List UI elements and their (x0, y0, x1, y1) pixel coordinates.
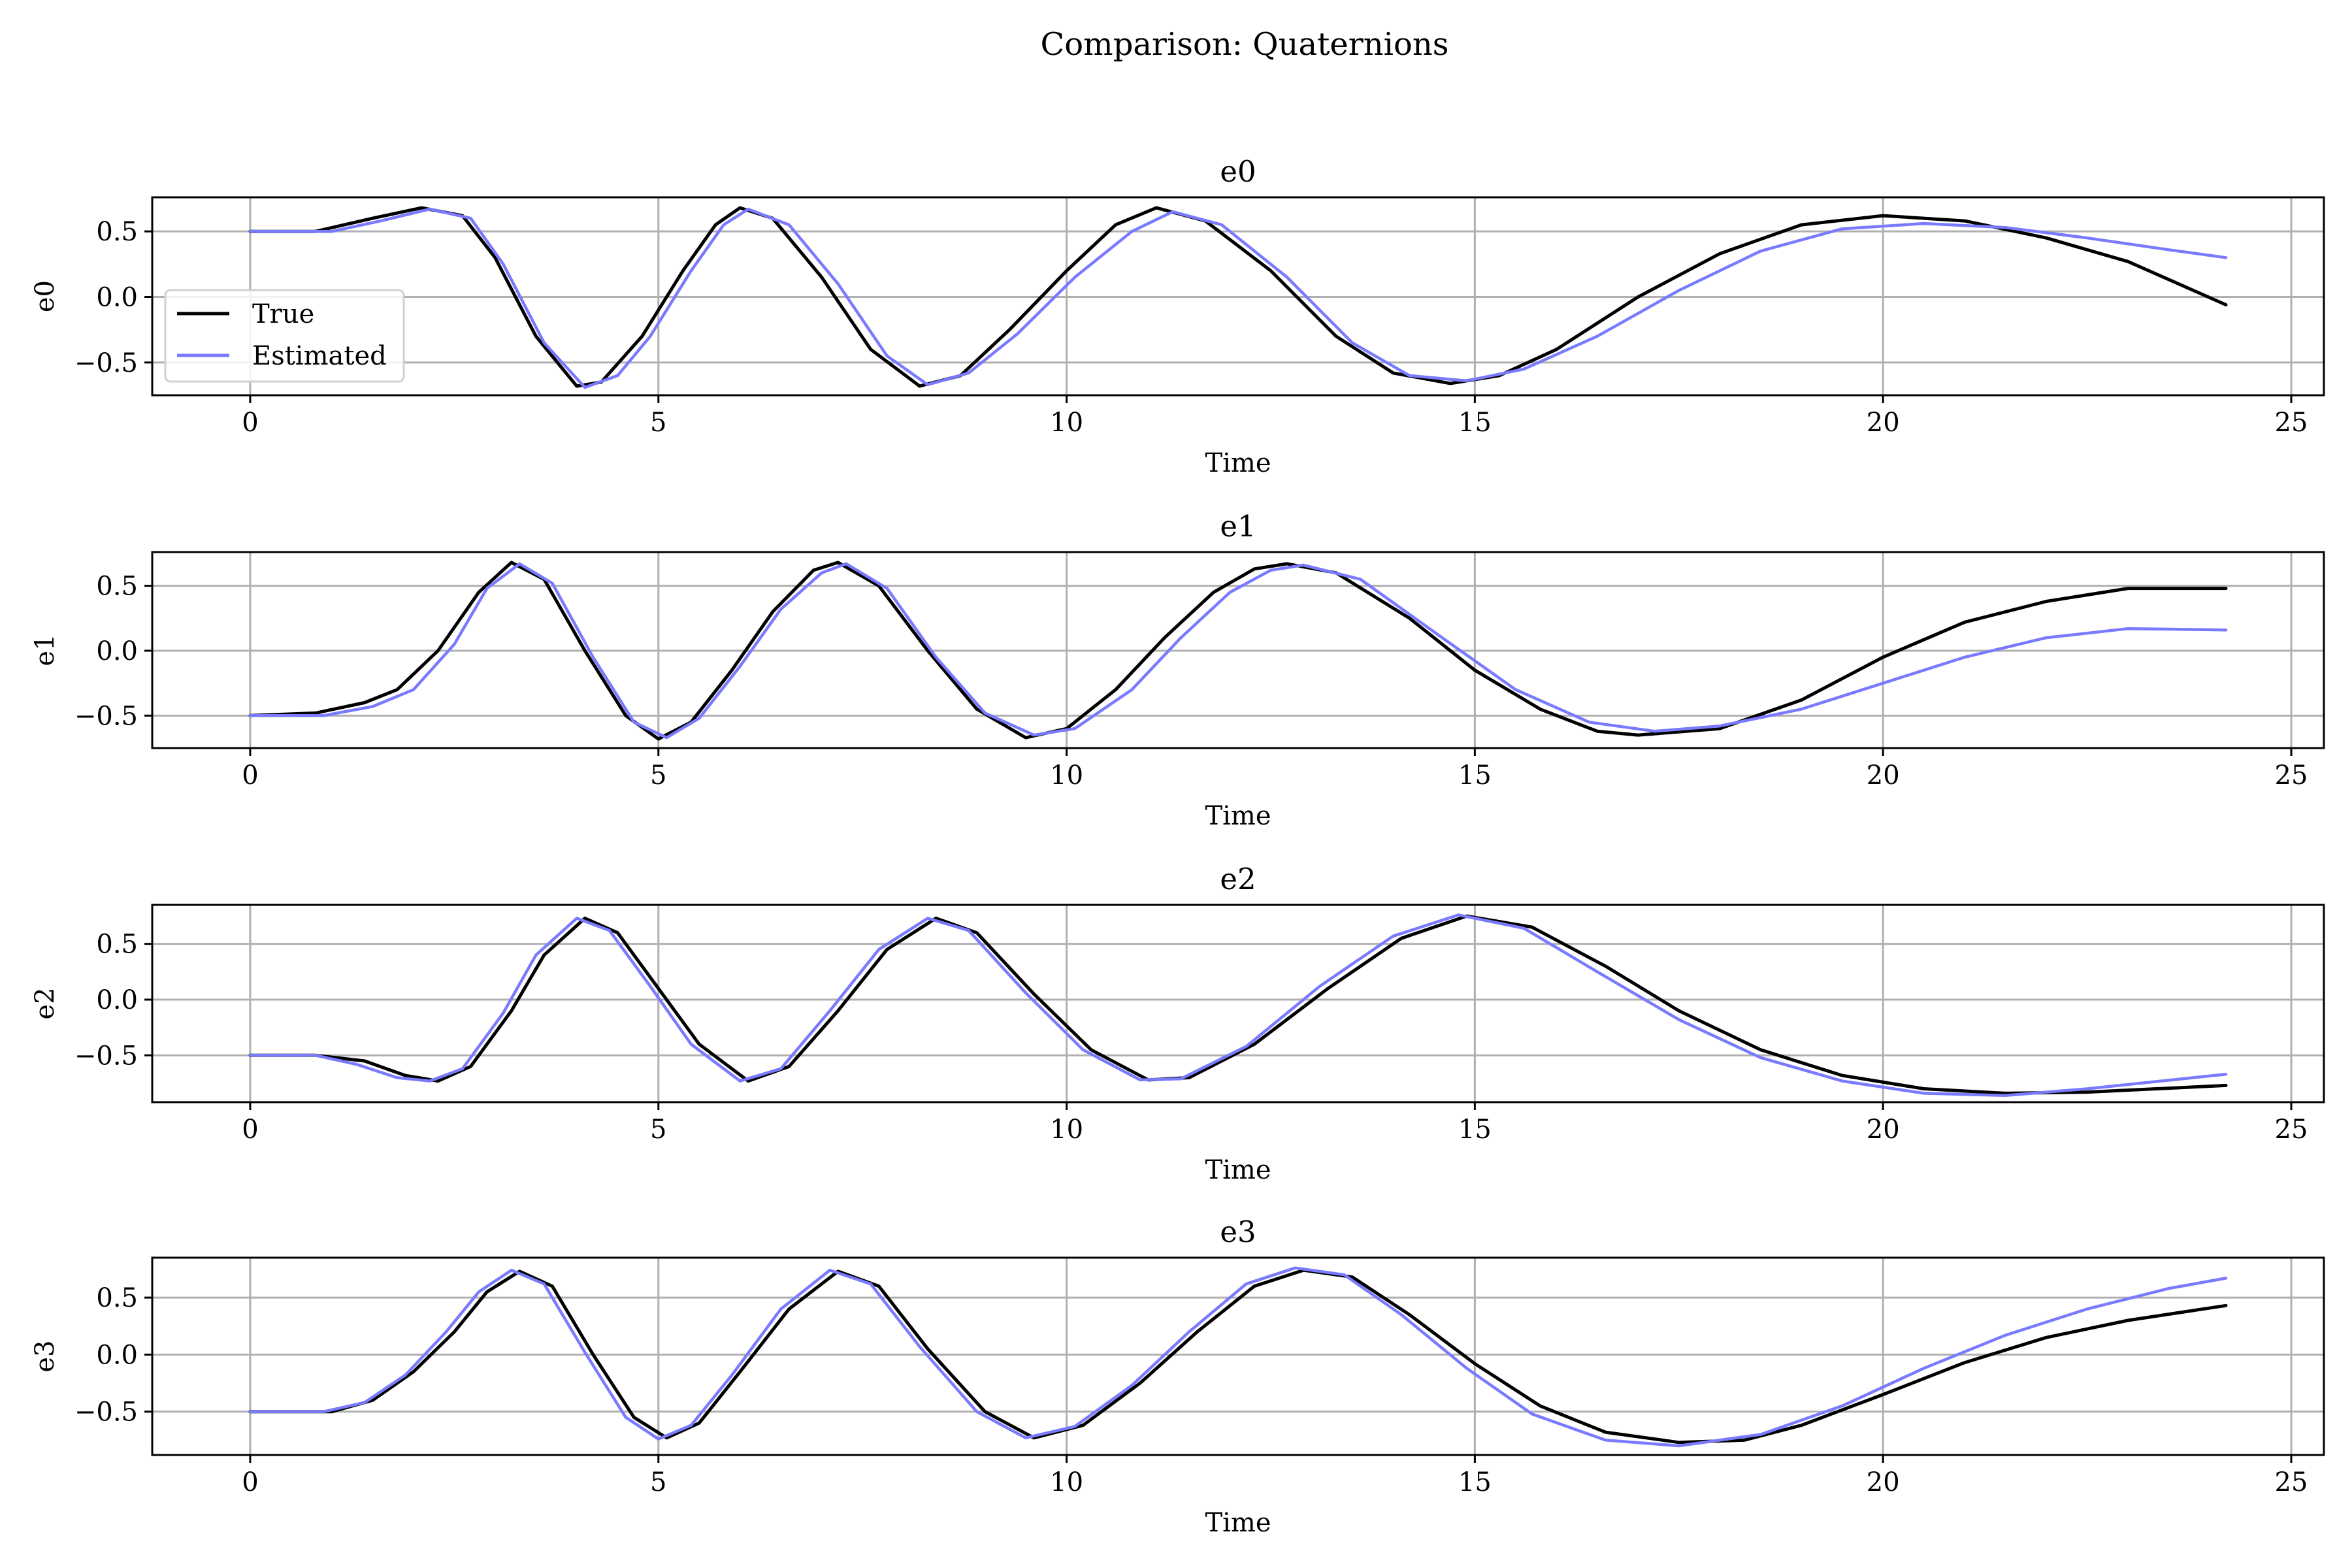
x-tick-label: 25 (2275, 760, 2308, 791)
x-tick-label: 0 (242, 1467, 258, 1497)
y-tick-label: 0.0 (96, 283, 138, 313)
x-tick-label: 15 (1458, 1115, 1492, 1145)
figure-suptitle: Comparison: Quaternions (1041, 26, 1449, 63)
y-tick-label: −0.5 (74, 701, 138, 731)
x-tick-label: 0 (242, 1115, 258, 1145)
x-tick-label: 10 (1050, 1115, 1083, 1145)
y-axis-label: e0 (30, 280, 60, 312)
x-tick-label: 15 (1458, 760, 1492, 791)
subplot-e3: 0 5 10 15 20 25 −0.5 0.0 0.5 e3 Time e3 (30, 1215, 2325, 1538)
y-tick-label: 0.5 (96, 1283, 138, 1313)
series-line-true (248, 561, 2228, 741)
axes-frame (151, 904, 2325, 1103)
series-line-true (248, 1268, 2228, 1445)
y-axis-label: e2 (30, 987, 60, 1019)
y-tick-label: 0.5 (96, 572, 138, 602)
y-tick-label: 0.0 (96, 1340, 138, 1370)
x-axis-label: Time (1205, 801, 1271, 831)
x-tick-label: 25 (2275, 408, 2308, 438)
x-tick-label: 25 (2275, 1467, 2308, 1497)
x-tick-label: 10 (1050, 1467, 1083, 1497)
x-tick-label: 15 (1458, 1467, 1492, 1497)
x-tick-label: 5 (650, 1115, 666, 1145)
series-line-estimated (248, 913, 2228, 1098)
x-tick-label: 5 (650, 1467, 666, 1497)
subplot-title: e3 (1220, 1215, 1256, 1249)
subplot-title: e2 (1220, 862, 1256, 896)
legend-label-estimated: Estimated (252, 341, 387, 371)
x-tick-label: 10 (1050, 760, 1083, 791)
subplot-title: e1 (1220, 509, 1256, 544)
x-tick-label: 0 (242, 408, 258, 438)
legend-label-true: True (252, 299, 314, 329)
series-line-estimated (248, 207, 2228, 389)
subplot-title: e0 (1220, 154, 1256, 189)
x-tick-label: 0 (242, 760, 258, 791)
y-tick-label: −0.5 (74, 1041, 138, 1071)
subplot-panels: 0 5 10 15 20 25 −0.5 0.0 0.5 e0 Time e0 True Estimate… (30, 154, 2325, 1538)
y-tick-label: −0.5 (74, 1397, 138, 1428)
x-axis-label: Time (1205, 1508, 1271, 1538)
series-line-estimated (248, 562, 2228, 740)
legend: True Estimated (164, 289, 405, 383)
x-tick-label: 25 (2275, 1115, 2308, 1145)
y-tick-label: 0.0 (96, 985, 138, 1015)
y-tick-label: 0.0 (96, 636, 138, 666)
x-tick-label: 20 (1867, 1115, 1900, 1145)
x-tick-label: 15 (1458, 408, 1492, 438)
subplot-e0: 0 5 10 15 20 25 −0.5 0.0 0.5 e0 Time e0 True Estimate… (30, 154, 2325, 478)
series-line-true (248, 914, 2228, 1095)
x-tick-label: 10 (1050, 408, 1083, 438)
subplot-e1: 0 5 10 15 20 25 −0.5 0.0 0.5 e1 Time e1 (30, 509, 2325, 831)
series-line-true (248, 206, 2228, 388)
x-axis-label: Time (1205, 1155, 1271, 1185)
x-tick-label: 5 (650, 760, 666, 791)
y-tick-label: −0.5 (74, 348, 138, 378)
x-tick-label: 20 (1867, 1467, 1900, 1497)
series-line-estimated (248, 1266, 2228, 1448)
x-tick-label: 20 (1867, 760, 1900, 791)
y-axis-label: e1 (30, 634, 60, 666)
x-tick-label: 5 (650, 408, 666, 438)
y-tick-label: 0.5 (96, 930, 138, 960)
subplot-e2: 0 5 10 15 20 25 −0.5 0.0 0.5 e2 Time e2 (30, 862, 2325, 1185)
x-axis-label: Time (1205, 448, 1271, 478)
y-axis-label: e3 (30, 1340, 60, 1372)
axes-frame (151, 1256, 2325, 1456)
y-tick-label: 0.5 (96, 217, 138, 247)
x-tick-label: 20 (1867, 408, 1900, 438)
